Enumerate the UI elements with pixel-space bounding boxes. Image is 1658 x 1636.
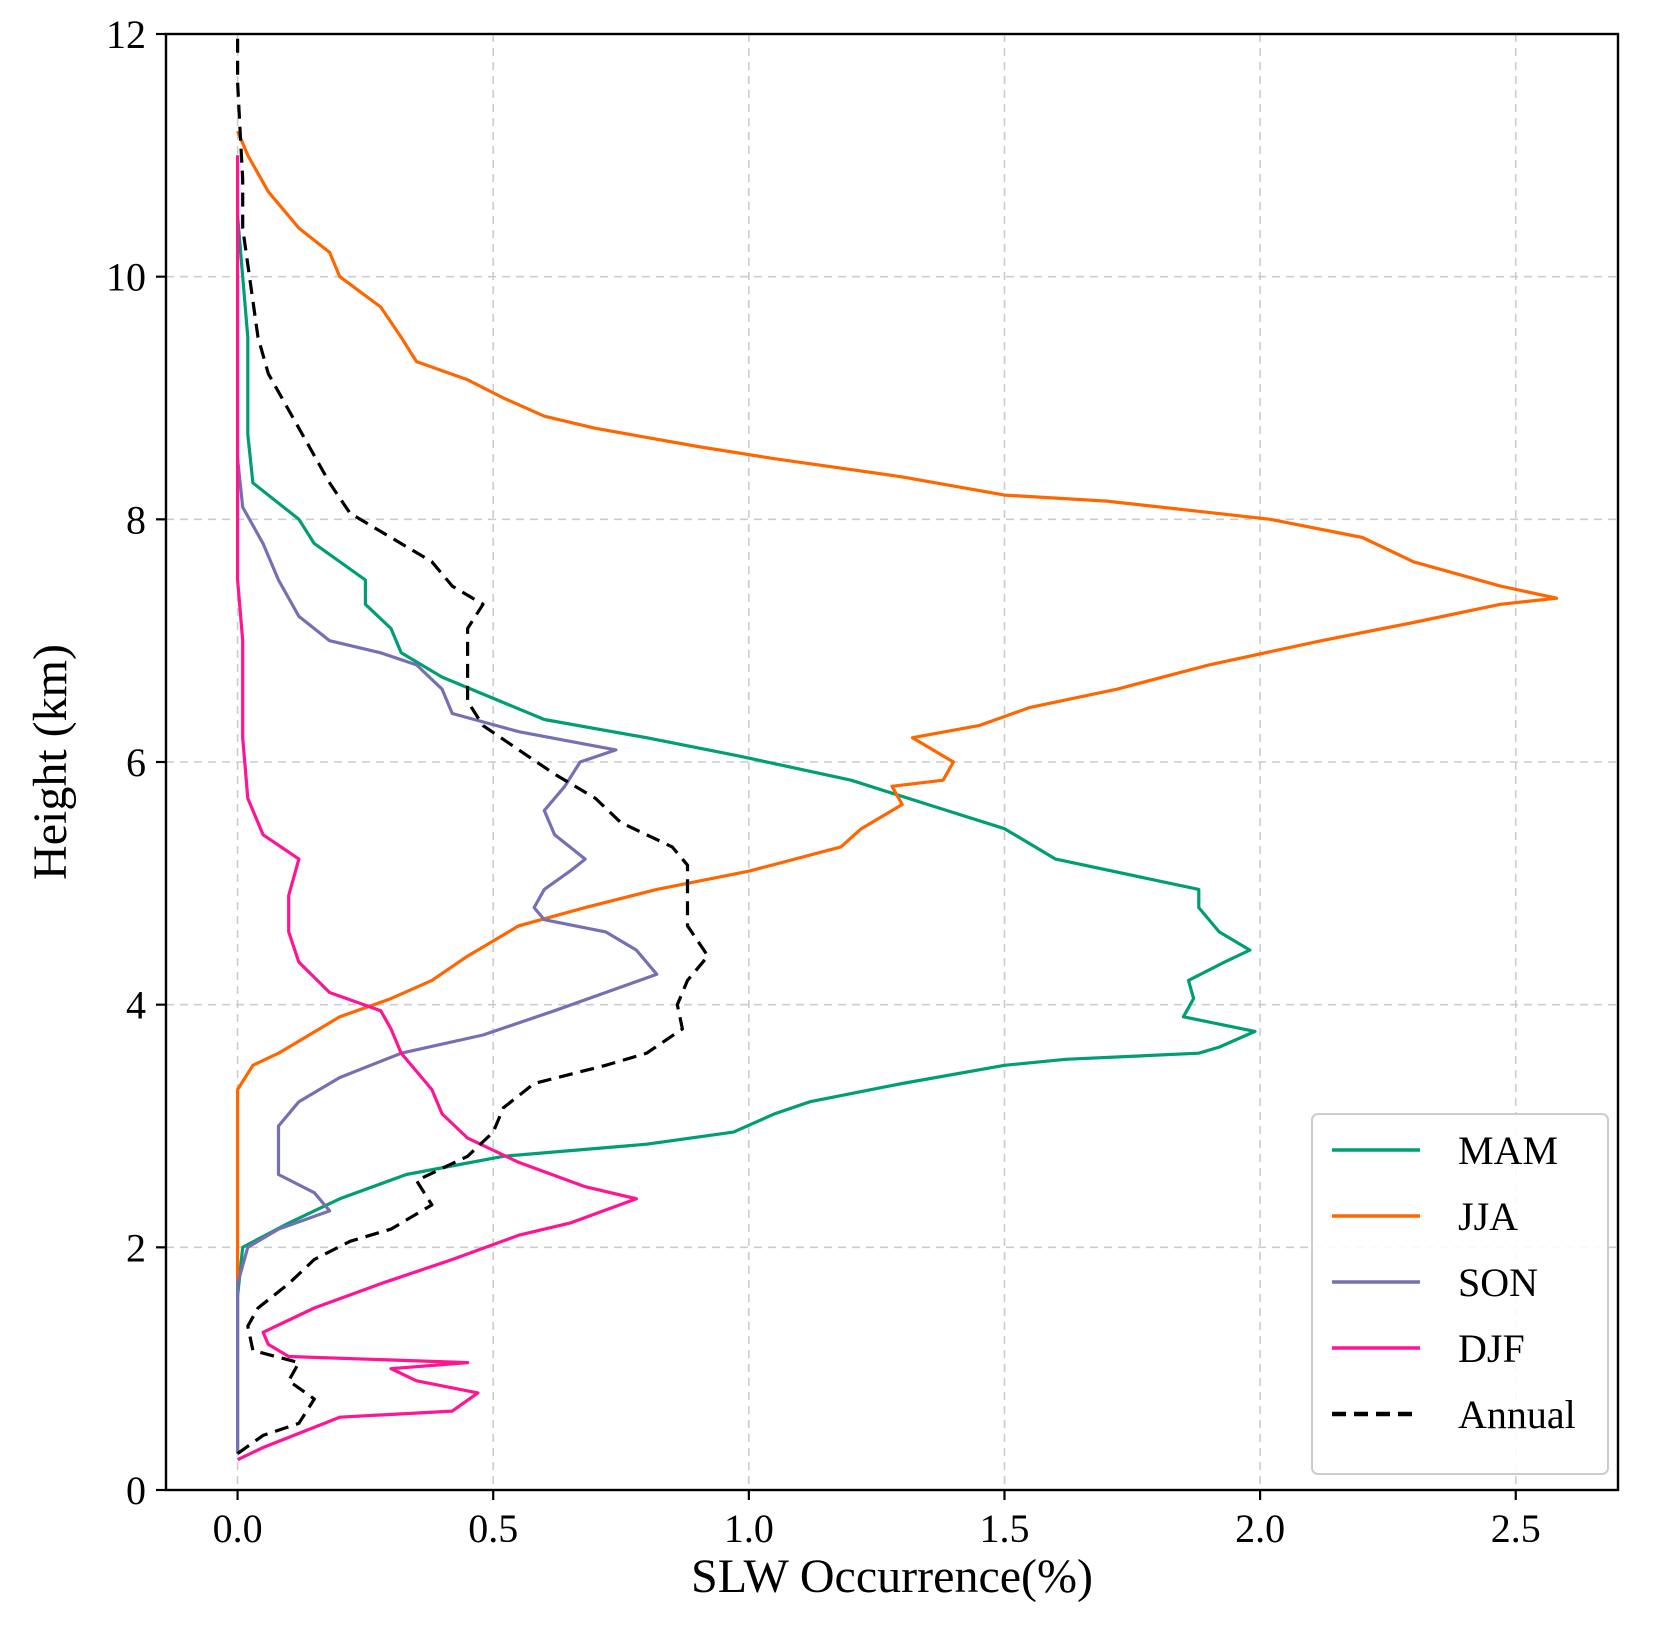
x-tick-label: 1.5 bbox=[979, 1506, 1029, 1551]
x-tick-label: 2.0 bbox=[1235, 1506, 1285, 1551]
series-line-annual bbox=[236, 34, 710, 1455]
x-tick-label: 0.5 bbox=[468, 1506, 518, 1551]
legend-label-son: SON bbox=[1458, 1260, 1538, 1305]
y-tick-label: 8 bbox=[126, 497, 146, 542]
legend: MAM JJA SON DJF Annual bbox=[1311, 1113, 1609, 1475]
legend-label-annual: Annual bbox=[1458, 1392, 1576, 1437]
y-tick-label: 12 bbox=[106, 12, 146, 57]
y-tick-label: 10 bbox=[106, 255, 146, 300]
legend-label-jja: JJA bbox=[1458, 1194, 1518, 1239]
legend-label-djf: DJF bbox=[1458, 1326, 1525, 1371]
x-axis-label: SLW Occurrence(%) bbox=[691, 1550, 1093, 1603]
y-axis-label: Height (km) bbox=[24, 644, 77, 880]
y-tick-label: 6 bbox=[126, 740, 146, 785]
series-line-son bbox=[236, 458, 659, 1454]
y-tick-label: 0 bbox=[126, 1468, 146, 1513]
legend-box bbox=[1311, 1113, 1609, 1475]
x-tick-label: 1.0 bbox=[724, 1506, 774, 1551]
x-axis-ticks: 0.0 0.5 1.0 1.5 2.0 2.5 bbox=[213, 1490, 1541, 1551]
series-line-djf bbox=[236, 155, 638, 1462]
y-tick-label: 2 bbox=[126, 1225, 146, 1270]
x-tick-label: 2.5 bbox=[1491, 1506, 1541, 1551]
y-axis-ticks: 0 2 4 6 8 10 12 bbox=[106, 12, 166, 1513]
x-tick-label: 0.0 bbox=[213, 1506, 263, 1551]
series-lines bbox=[236, 34, 1559, 1462]
legend-label-mam: MAM bbox=[1458, 1128, 1558, 1173]
series-line-mam bbox=[236, 215, 1257, 1454]
y-tick-label: 4 bbox=[126, 983, 146, 1028]
series-line-jja bbox=[236, 130, 1559, 1284]
